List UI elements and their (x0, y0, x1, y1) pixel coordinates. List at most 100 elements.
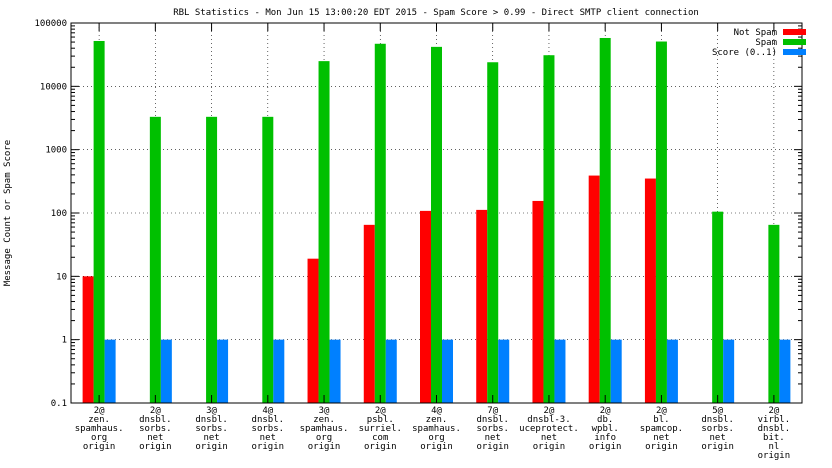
x-tick-label: 3@ dnsbl. sorbs. net origin (195, 406, 228, 452)
x-tick-label-line: uceprotect. (519, 424, 579, 434)
bar-score-0-1 (273, 339, 285, 403)
x-tick-label: 4@ dnsbl. sorbs. net origin (252, 406, 285, 452)
bar-spam (543, 55, 555, 404)
x-tick-label-line: 3@ (319, 406, 330, 416)
bar-score-0-1 (723, 339, 735, 403)
x-tick-label-line: net (147, 433, 163, 443)
y-tick-label: 10000 (40, 82, 67, 92)
y-tick-label: 1 (62, 336, 67, 346)
x-tick-label-line: spamhaus. (300, 424, 349, 434)
bar-spam (599, 37, 611, 403)
bar-spam (149, 116, 161, 403)
bar-score-0-1 (554, 339, 566, 403)
legend-swatch (783, 49, 806, 55)
x-tick-label-line: dnsbl. (139, 415, 172, 425)
bar-score-0-1 (104, 339, 116, 403)
y-tick-label: 100 (51, 209, 67, 219)
x-tick-label-line: sorbs. (476, 424, 509, 434)
x-tick-label-line: wpbl. (592, 424, 619, 434)
x-tick-label-line: zen. (88, 415, 110, 425)
bar-spam (206, 116, 218, 403)
bar-not-spam (644, 178, 656, 403)
chart-title: RBL Statistics - Mon Jun 15 13:00:20 EDT… (173, 8, 699, 18)
bar-score-0-1 (217, 339, 229, 403)
bar-not-spam (363, 224, 375, 403)
x-tick-label: 2@ bl. spamcop. net origin (640, 406, 683, 452)
bar-score-0-1 (385, 339, 397, 403)
x-tick-label-line: info (594, 433, 616, 443)
x-tick-label-line: origin (589, 442, 622, 452)
bar-not-spam (420, 210, 431, 403)
x-tick-label-line: origin (645, 442, 678, 452)
x-tick-label-line: org (91, 433, 107, 443)
bar-spam (768, 224, 780, 403)
x-tick-label: 5@ dnsbl. sorbs. net origin (701, 406, 734, 452)
x-tick-label: 7@ dnsbl. sorbs. net origin (476, 406, 509, 452)
x-tick-label-line: origin (533, 442, 566, 452)
x-tick-label-line: 2@ (94, 406, 105, 416)
bar-not-spam (532, 200, 544, 403)
bar-not-spam (588, 175, 600, 403)
bar-score-0-1 (498, 339, 510, 403)
x-tick-label: 4@ zen. spamhaus. org origin (412, 406, 461, 452)
x-tick-label-line: 4@ (431, 406, 442, 416)
x-tick-label-line: spamhaus. (75, 424, 124, 434)
x-tick-label-line: 2@ (544, 406, 555, 416)
bar-spam (487, 62, 499, 403)
x-tick-label-line: net (541, 433, 557, 443)
x-tick-label-line: dnsbl-3. (527, 415, 570, 425)
bar-score-0-1 (779, 339, 791, 403)
x-tick-label-line: 7@ (487, 406, 498, 416)
x-tick-label-line: net (653, 433, 669, 443)
legend-label: Score (0..1) (712, 48, 777, 58)
x-tick-label-line: sorbs. (252, 424, 285, 434)
x-tick-label-line: origin (701, 442, 734, 452)
x-tick-label-line: 4@ (262, 406, 273, 416)
x-tick-label-line: dnsbl. (701, 415, 734, 425)
legend-swatch (783, 39, 806, 45)
x-tick-label-line: psbl. (367, 415, 394, 425)
x-tick-label-line: 2@ (375, 406, 386, 416)
x-tick-label-line: origin (308, 442, 341, 452)
bar-score-0-1 (329, 339, 341, 403)
bar-spam (93, 40, 105, 404)
x-tick-label-line: org (316, 433, 332, 443)
x-tick-label-line: origin (139, 442, 172, 452)
x-tick-label-line: origin (476, 442, 509, 452)
x-tick-label-line: dnsbl. (758, 424, 791, 434)
x-tick-label-line: db. (597, 415, 613, 425)
x-tick-label-line: zen. (426, 415, 448, 425)
x-tick-label: 2@ dnsbl. sorbs. net origin (139, 406, 172, 452)
legend-swatch (783, 29, 806, 35)
x-tick-label-line: origin (758, 451, 791, 461)
bar-score-0-1 (160, 339, 172, 403)
bar-not-spam (476, 209, 488, 403)
x-tick-label-line: net (485, 433, 501, 443)
axis-ticks (71, 22, 802, 404)
x-tick-label-line: spamhaus. (412, 424, 461, 434)
x-tick-label-line: 2@ (600, 406, 611, 416)
y-tick-label: 10 (56, 272, 67, 282)
bar-spam (374, 43, 386, 403)
bar-spam (262, 116, 274, 403)
legend-label: Spam (755, 38, 777, 48)
x-tick-label-line: origin (83, 442, 116, 452)
x-tick-label-line: 2@ (656, 406, 667, 416)
x-tick-label-line: bl. (653, 415, 669, 425)
x-tick-label: 3@ zen. spamhaus. org origin (300, 406, 349, 452)
bar-spam (431, 46, 442, 404)
x-tick-label-line: net (710, 433, 726, 443)
x-tick-label-line: sorbs. (701, 424, 734, 434)
bar-spam (655, 41, 667, 403)
x-tick-label-line: origin (364, 442, 397, 452)
bar-spam (712, 211, 724, 403)
y-tick-label: 100000 (34, 19, 67, 29)
bar-score-0-1 (666, 339, 678, 403)
x-tick-label-line: dnsbl. (195, 415, 228, 425)
x-tick-label-line: dnsbl. (252, 415, 285, 425)
x-tick-label: 2@ psbl. surriel. com origin (359, 406, 402, 452)
x-tick-label-line: 2@ (768, 406, 779, 416)
x-tick-label-line: surriel. (359, 424, 402, 434)
